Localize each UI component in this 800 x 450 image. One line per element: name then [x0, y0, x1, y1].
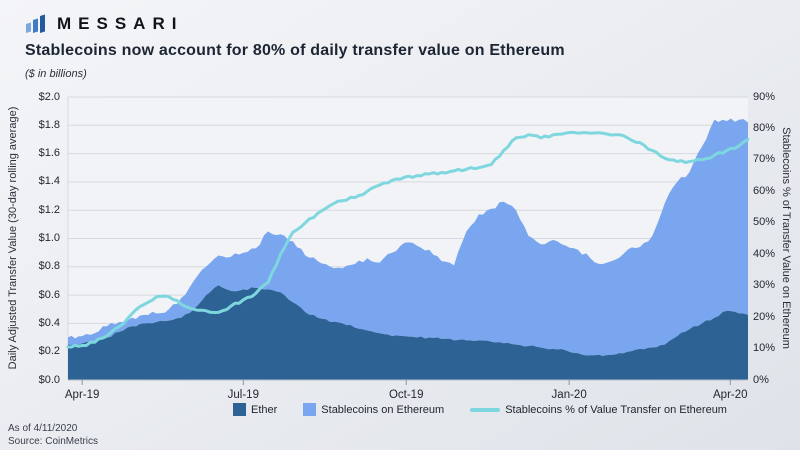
y-axis-tick-label-right: 60% [753, 184, 776, 197]
legend-item: Ether [233, 403, 277, 416]
y-axis-tick-label-left: $0.8 [38, 260, 60, 273]
legend-square-swatch [233, 403, 246, 416]
y-axis-tick-label-left: $0.0 [38, 373, 60, 386]
chart-footer: As of 4/11/2020 Source: CoinMetrics [8, 422, 98, 448]
y-axis-tick-label-left: $0.2 [38, 345, 60, 358]
x-axis-tick-label: Jul-19 [227, 389, 259, 401]
y-axis-tick-label-right: 90% [753, 90, 776, 103]
messari-bars-icon [26, 14, 45, 33]
page-title: Stablecoins now account for 80% of daily… [25, 42, 565, 59]
data-source: Source: CoinMetrics [8, 436, 99, 447]
y-axis-tick-label-right: 10% [753, 342, 776, 355]
x-axis-tick-label: Oct-19 [388, 389, 424, 401]
y-axis-tick-label-right: 0% [753, 373, 769, 386]
y-axis-tick-label-left: $1.2 [38, 203, 60, 216]
legend-square-swatch [303, 403, 317, 416]
messari-logo: MESSARI [25, 13, 183, 35]
as-of-date: As of 4/11/2020 [8, 423, 78, 434]
chart-legend: Ether Stablecoins on Ethereum Stablecoins … [160, 403, 800, 416]
legend-item: Stablecoins on Ethereum [303, 403, 444, 416]
x-axis-tick-label: Apr-20 [713, 389, 748, 401]
legend-label: Stablecoins on Ethereum [321, 403, 445, 416]
y-axis-tick-label-right: 30% [753, 279, 776, 292]
x-axis-tick-label: Apr-19 [64, 389, 100, 401]
y-axis-tick-label-left: $1.4 [38, 175, 60, 188]
legend-item: Stablecoins % of Value Transfer on Ether… [470, 404, 727, 416]
y-axis-tick-label-left: $0.4 [38, 316, 60, 329]
y-axis-tick-label-left: $2.0 [38, 90, 60, 103]
y-axis-tick-label-right: 20% [753, 310, 776, 323]
legend-line-swatch [470, 407, 501, 412]
y-axis-tick-label-left: $1.6 [38, 147, 60, 160]
x-axis-tick-label: Jan-20 [551, 389, 587, 401]
y-axis-tick-label-right: 40% [753, 247, 776, 260]
legend-label: Stablecoins % of Value Transfer on Ether… [505, 403, 727, 416]
y-axis-tick-label-left: $1.8 [38, 118, 60, 131]
pct-line [66, 130, 750, 349]
y-axis-tick-label-left: $0.6 [38, 288, 60, 301]
y-axis-tick-label-left: $1.0 [38, 232, 60, 244]
stablecoins-area [68, 118, 748, 356]
plot-area [66, 96, 750, 390]
legend-label: Ether [251, 403, 278, 416]
y-axis-tick-label-right: 80% [753, 121, 776, 134]
y-axis-tick-label-right: 50% [753, 216, 776, 229]
plot-svg [66, 96, 750, 385]
page-subtitle: ($ in billions) [25, 68, 87, 80]
ether-area [68, 285, 748, 380]
brand-name: MESSARI [57, 14, 184, 33]
y-axis-tick-label-right: 70% [753, 153, 776, 166]
